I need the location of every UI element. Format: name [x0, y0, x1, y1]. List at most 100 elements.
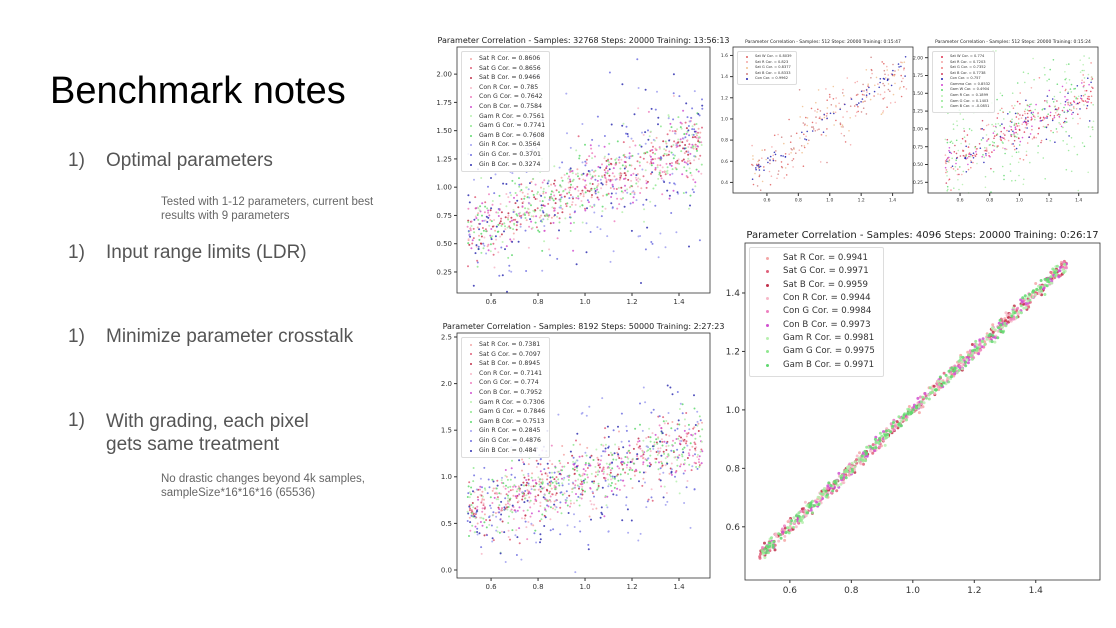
data-point — [605, 167, 608, 170]
data-point — [615, 458, 618, 461]
data-point — [610, 490, 613, 492]
data-point — [1016, 112, 1019, 114]
data-point — [656, 90, 658, 93]
data-point — [561, 208, 564, 210]
data-point — [761, 546, 764, 549]
data-point — [498, 511, 501, 514]
y-tick-label: 1.0 — [441, 473, 452, 481]
data-point — [1063, 110, 1066, 113]
data-point — [687, 157, 690, 160]
data-point — [491, 489, 494, 492]
data-point — [507, 490, 510, 493]
data-point — [613, 187, 616, 190]
data-point — [1068, 63, 1070, 65]
data-point — [839, 123, 842, 126]
data-point — [1025, 99, 1027, 102]
data-point — [499, 518, 502, 521]
data-point — [1090, 101, 1093, 104]
data-point — [541, 478, 544, 481]
data-point — [616, 473, 619, 476]
data-point — [687, 452, 690, 455]
data-point — [575, 499, 578, 502]
x-tick-label: 1.0 — [579, 298, 590, 306]
data-point — [1010, 129, 1013, 131]
data-point — [894, 70, 896, 72]
data-point — [568, 216, 571, 219]
data-point — [591, 206, 594, 209]
data-point — [660, 157, 663, 160]
data-point — [966, 350, 970, 354]
data-point — [797, 511, 801, 515]
data-point — [693, 128, 696, 131]
data-point — [696, 453, 699, 456]
legend-entry: Gam G Cor. = 0.7741 — [466, 121, 545, 131]
data-point — [571, 186, 574, 189]
data-point — [956, 120, 958, 122]
y-tick-label: 0.5 — [441, 520, 452, 528]
data-point — [636, 453, 639, 456]
data-point — [975, 153, 978, 156]
data-point — [476, 265, 479, 268]
data-point — [684, 469, 687, 472]
data-point — [1046, 101, 1048, 104]
data-point — [1075, 108, 1078, 110]
data-point — [689, 162, 692, 165]
data-point — [619, 167, 622, 170]
data-point — [641, 449, 644, 452]
data-point — [1001, 136, 1004, 139]
data-point — [557, 482, 560, 485]
data-point — [540, 206, 543, 209]
legend-marker — [746, 72, 748, 75]
data-point — [559, 198, 562, 201]
data-point — [533, 488, 536, 491]
data-point — [646, 180, 649, 183]
data-point — [621, 463, 624, 466]
data-point — [991, 327, 994, 330]
data-point — [574, 203, 577, 206]
data-point — [771, 543, 775, 547]
data-point — [517, 240, 520, 243]
data-point — [897, 422, 901, 426]
data-point — [511, 240, 514, 243]
data-point — [628, 451, 631, 454]
data-point — [624, 456, 627, 458]
data-point — [580, 173, 583, 176]
data-point — [594, 190, 597, 192]
data-point — [536, 207, 539, 210]
data-point — [651, 149, 654, 151]
scatter-chart-4: 0.6 0.8 1.0 1.2 1.4 0.25 0.50 0.75 1.00 1.25 1.50 1… — [913, 40, 1099, 204]
data-point — [476, 226, 479, 229]
data-point — [668, 197, 671, 200]
data-point — [1004, 324, 1008, 328]
data-point — [567, 177, 569, 180]
data-point — [557, 470, 560, 473]
data-point — [481, 202, 484, 205]
data-point — [1032, 57, 1034, 60]
data-point — [665, 492, 668, 494]
data-point — [873, 90, 876, 93]
data-point — [667, 454, 670, 457]
data-point — [902, 77, 904, 80]
data-point — [475, 207, 478, 210]
data-point — [676, 191, 679, 194]
data-point — [612, 250, 615, 253]
data-point — [1090, 79, 1093, 81]
data-point — [826, 128, 828, 130]
chart-svg: 0.6 0.8 1.0 1.2 1.40.250.500.751.001.251.501… — [913, 46, 1099, 204]
data-point — [1091, 76, 1093, 79]
y-tick-label: 0.50 — [436, 240, 452, 248]
data-point — [685, 440, 688, 443]
legend-label: Sat R Cor. = 0.7381 — [479, 341, 541, 348]
data-point — [476, 533, 479, 536]
data-point — [667, 444, 670, 447]
legend-label: Gam B Cor. = -0.0851 — [950, 104, 990, 109]
data-point — [806, 130, 808, 133]
data-point — [833, 112, 835, 115]
data-point — [810, 107, 813, 110]
data-point — [626, 452, 629, 454]
data-point — [507, 529, 510, 532]
data-point — [574, 571, 577, 574]
note-item-grading: 1) With grading, each pixel gets same tre… — [68, 410, 321, 456]
data-point — [645, 445, 648, 448]
data-point — [825, 493, 829, 497]
